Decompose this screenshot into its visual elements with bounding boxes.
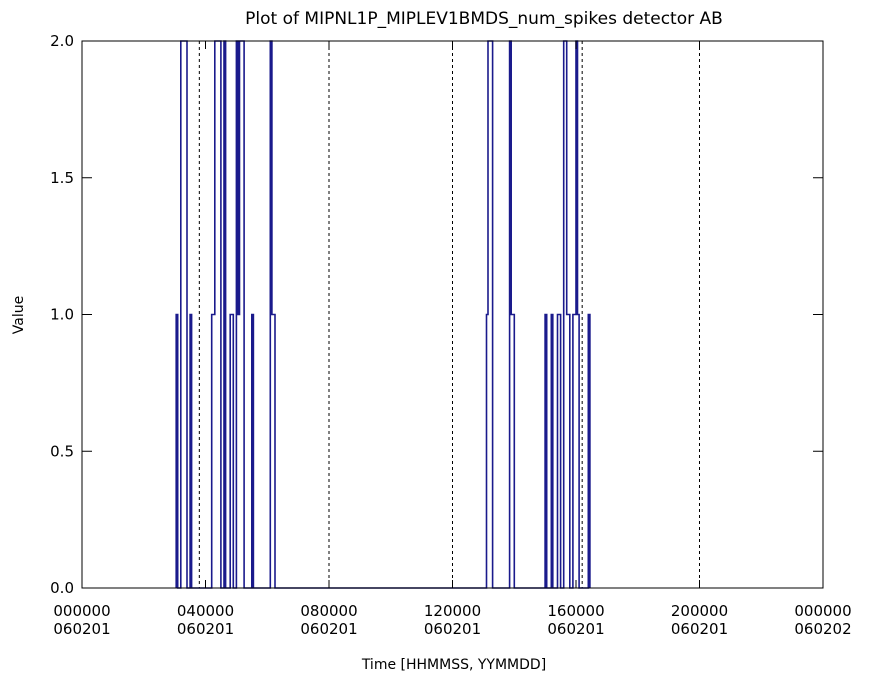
y-tick-label-2: 1.0 bbox=[50, 306, 74, 324]
y-axis-ticks: 0.0 0.5 1.0 1.5 2.0 bbox=[50, 32, 823, 597]
x-tick-label-time-3: 120000 bbox=[424, 602, 481, 620]
x-tick-label-date-3: 060201 bbox=[424, 620, 481, 638]
series-line-0 bbox=[175, 40, 591, 589]
series-group bbox=[175, 40, 591, 589]
x-tick-label-time-0: 000000 bbox=[53, 602, 110, 620]
x-tick-label-time-5: 200000 bbox=[671, 602, 728, 620]
y-axis-label: Value bbox=[11, 296, 27, 334]
x-tick-label-date-6: 060202 bbox=[794, 620, 851, 638]
x-tick-label-time-1: 040000 bbox=[177, 602, 234, 620]
x-axis-ticks: 0000000602010400000602010800000602011200… bbox=[53, 41, 852, 638]
x-tick-label-date-0: 060201 bbox=[53, 620, 110, 638]
x-tick-label-date-1: 060201 bbox=[177, 620, 234, 638]
y-tick-label-1: 0.5 bbox=[50, 442, 74, 460]
x-tick-label-time-6: 000000 bbox=[794, 602, 851, 620]
vertical-marker-group bbox=[198, 41, 700, 588]
y-tick-label-0: 0.0 bbox=[50, 579, 74, 597]
chart-title: Plot of MIPNL1P_MIPLEV1BMDS_num_spikes d… bbox=[245, 9, 723, 29]
x-tick-label-date-4: 060201 bbox=[547, 620, 604, 638]
x-tick-label-time-4: 160000 bbox=[547, 602, 604, 620]
y-tick-label-3: 1.5 bbox=[50, 169, 74, 187]
x-axis-label: Time [HHMMSS, YYMMDD] bbox=[361, 657, 546, 673]
y-tick-label-4: 2.0 bbox=[50, 32, 74, 50]
x-tick-label-date-5: 060201 bbox=[671, 620, 728, 638]
x-tick-label-date-2: 060201 bbox=[300, 620, 357, 638]
x-tick-label-time-2: 080000 bbox=[300, 602, 357, 620]
